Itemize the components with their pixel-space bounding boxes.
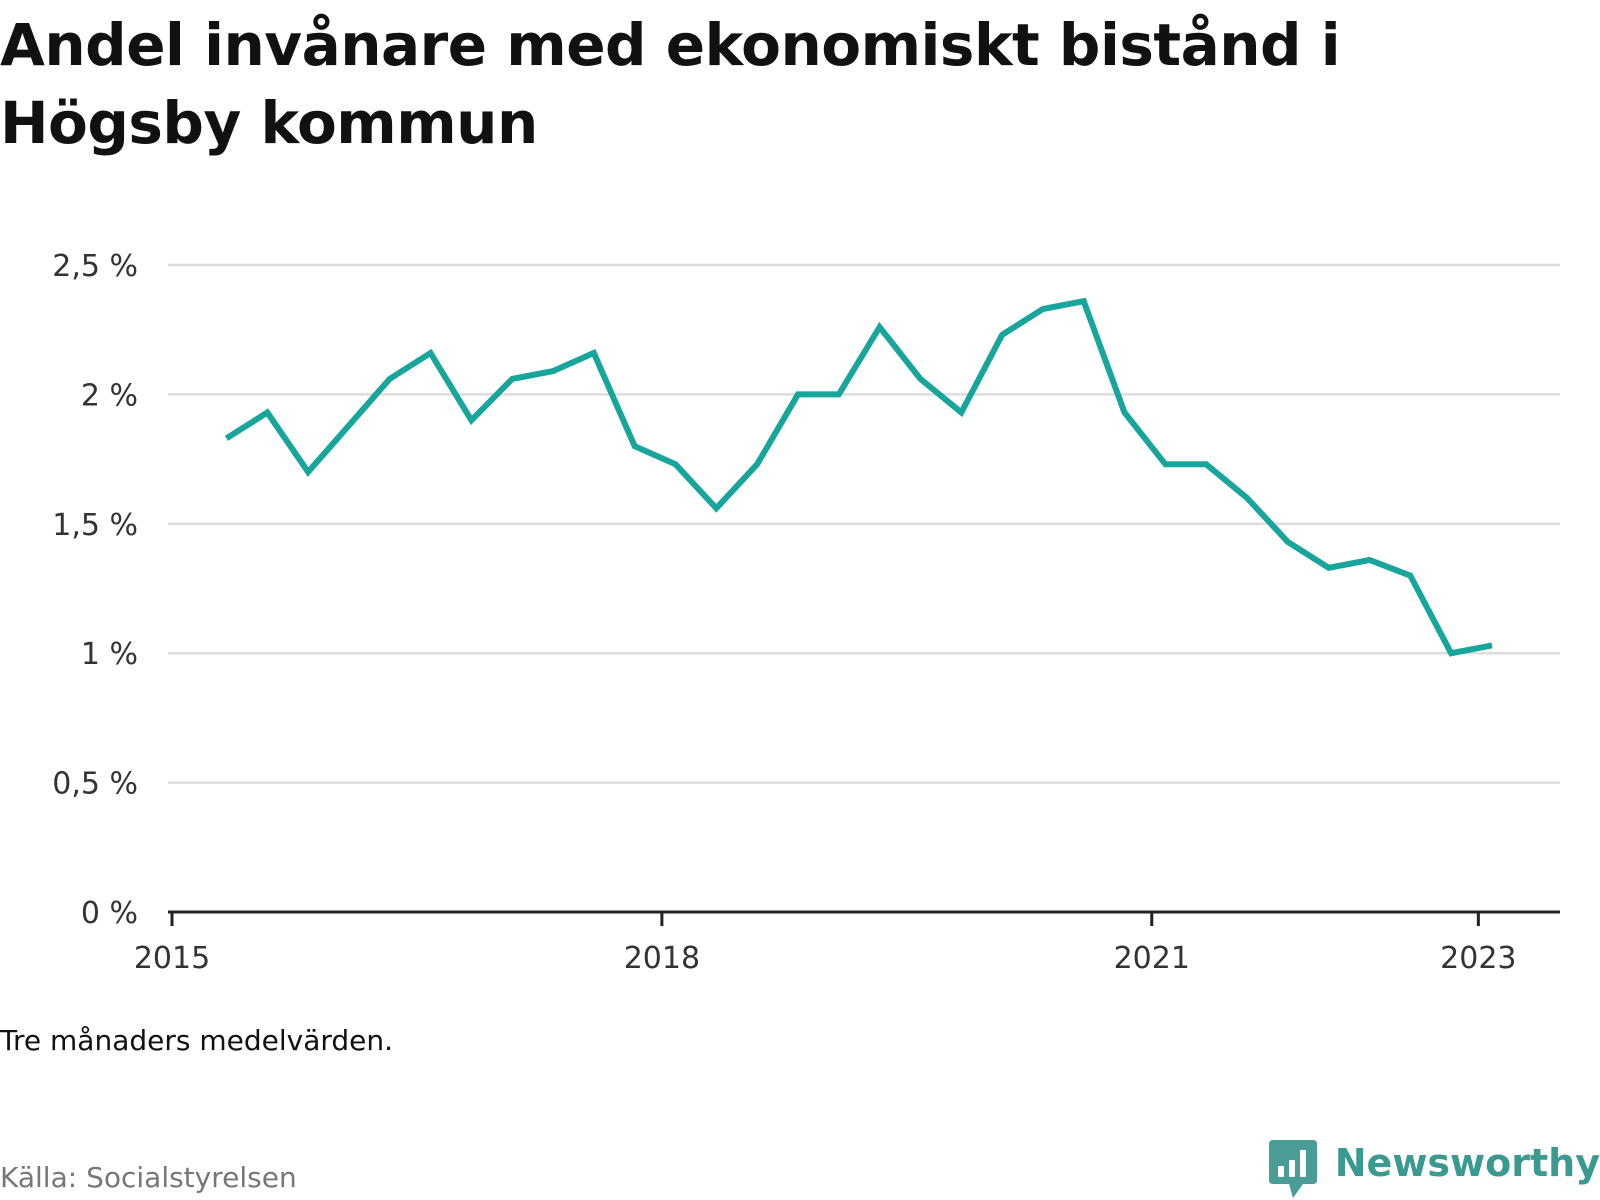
series-layer xyxy=(223,297,1495,657)
data-point xyxy=(509,376,515,382)
data-point xyxy=(591,350,597,356)
newsworthy-chart-bubble-icon xyxy=(1268,1140,1317,1198)
data-point xyxy=(1203,461,1209,467)
y-axis-ticks: 0 % 0,5 % 1 % 1,5 % 2 % 2,5 % xyxy=(52,249,138,931)
data-point xyxy=(1162,461,1168,467)
series-line xyxy=(224,297,1493,657)
data-point xyxy=(264,410,270,416)
x-tick-label: 2015 xyxy=(134,941,210,976)
data-point xyxy=(1040,306,1046,312)
data-point xyxy=(1489,642,1495,648)
data-point xyxy=(1244,495,1250,501)
data-point xyxy=(223,435,229,441)
data-point xyxy=(632,443,638,449)
data-point xyxy=(1122,410,1128,416)
data-point xyxy=(958,410,964,416)
brand-name: Newsworthy xyxy=(1334,1141,1600,1185)
chart-note: Tre månaders medelvärden. xyxy=(0,1024,394,1057)
data-point xyxy=(1407,573,1413,579)
data-point xyxy=(1326,565,1332,571)
y-tick-label: 2 % xyxy=(81,378,138,413)
x-tick-label: 2018 xyxy=(624,941,700,976)
y-tick-label: 0 % xyxy=(81,896,138,931)
x-axis: 2015 2018 2021 2023 xyxy=(134,910,1560,976)
data-point xyxy=(713,505,719,511)
data-point xyxy=(836,391,842,397)
x-tick-label: 2021 xyxy=(1114,941,1190,976)
data-point xyxy=(1081,298,1087,304)
data-point xyxy=(1285,539,1291,545)
y-tick-label: 1,5 % xyxy=(52,508,138,543)
data-point xyxy=(877,324,883,330)
y-tick-label: 0,5 % xyxy=(52,767,138,802)
data-point xyxy=(673,461,679,467)
data-point xyxy=(550,368,556,374)
data-point xyxy=(346,423,352,429)
data-point xyxy=(1448,650,1454,656)
data-point xyxy=(754,461,760,467)
data-point xyxy=(999,332,1005,338)
source-credit: Källa: Socialstyrelsen xyxy=(0,1161,297,1194)
gridlines xyxy=(168,263,1560,784)
y-tick-label: 1 % xyxy=(81,637,138,672)
x-tick-label: 2023 xyxy=(1440,941,1516,976)
data-point xyxy=(305,469,311,475)
data-point xyxy=(468,417,474,423)
chart-title: Andel invånare med ekonomiskt bistånd i … xyxy=(0,11,1341,157)
newsworthy-logo[interactable]: Newsworthy xyxy=(1268,1140,1600,1200)
data-point xyxy=(387,376,393,382)
data-point xyxy=(917,376,923,382)
data-point xyxy=(795,391,801,397)
data-point xyxy=(1367,557,1373,563)
data-point xyxy=(428,350,434,356)
y-tick-label: 2,5 % xyxy=(52,249,138,284)
